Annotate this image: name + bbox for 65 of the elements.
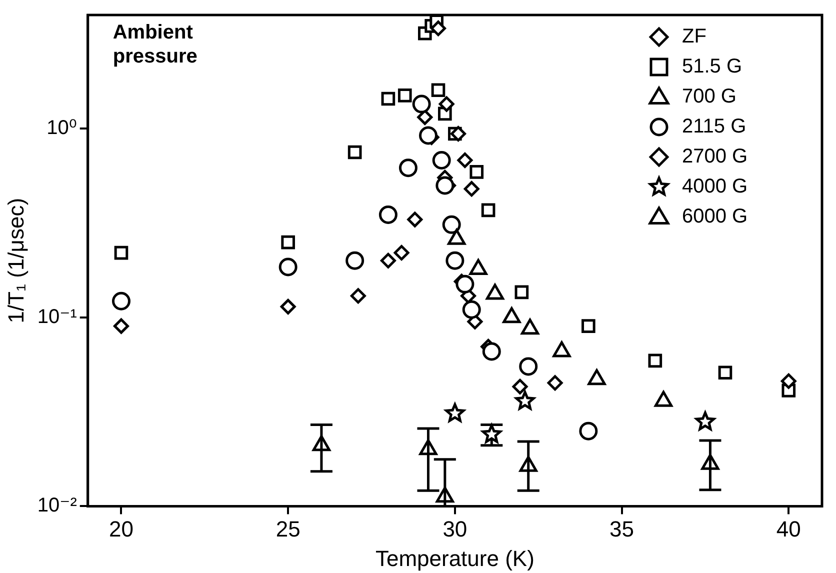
- point: [436, 176, 454, 195]
- legend-label: ZF: [682, 26, 706, 48]
- point: [442, 215, 461, 234]
- legend-label: 700 G: [682, 86, 736, 108]
- point: [515, 390, 535, 410]
- point: [350, 288, 366, 304]
- point: [112, 292, 130, 310]
- x-axis-title: Temperature (K): [375, 546, 534, 571]
- point: [648, 354, 662, 368]
- point: [470, 165, 484, 179]
- point: [482, 424, 502, 443]
- legend-label: 51.5 G: [682, 56, 742, 78]
- legend-label: 4000 G: [682, 176, 748, 198]
- point: [278, 258, 298, 276]
- point: [114, 246, 128, 260]
- point: [780, 373, 796, 389]
- point: [450, 126, 466, 142]
- y-tick-label: 10⁻²: [37, 494, 78, 517]
- point: [394, 245, 410, 261]
- point: [432, 151, 451, 170]
- y-tick-label: 10⁻¹: [37, 306, 78, 328]
- point: [281, 235, 295, 250]
- point: [446, 251, 464, 270]
- point: [547, 375, 563, 391]
- point: [412, 94, 431, 114]
- point: [512, 378, 528, 394]
- point: [519, 357, 538, 376]
- point: [514, 285, 529, 300]
- point: [718, 366, 732, 380]
- legend-label: 6000 G: [682, 206, 748, 228]
- legend-label: 2700 G: [682, 146, 748, 168]
- x-tick-label: 35: [610, 516, 634, 542]
- point: [695, 412, 716, 430]
- y-axis-title: 1/T₁ (1/μsec): [3, 198, 28, 324]
- point: [445, 403, 465, 422]
- point: [456, 274, 474, 294]
- point: [417, 109, 433, 125]
- x-tick-label: 20: [108, 516, 134, 542]
- point: [280, 298, 296, 314]
- point: [378, 205, 398, 224]
- point: [430, 20, 446, 36]
- point: [407, 212, 423, 228]
- y-tick-label: 10⁰: [46, 117, 77, 140]
- point: [457, 152, 473, 168]
- point: [462, 300, 481, 319]
- point: [348, 145, 362, 160]
- point: [431, 83, 446, 98]
- point: [381, 92, 396, 106]
- point: [380, 252, 396, 268]
- point: [579, 422, 598, 440]
- x-tick-label: 40: [776, 516, 801, 542]
- point: [438, 96, 454, 112]
- legend-label: 2115 G: [682, 116, 746, 138]
- point: [113, 318, 129, 334]
- point: [481, 203, 496, 218]
- point: [346, 251, 364, 270]
- point: [582, 319, 596, 333]
- point: [398, 88, 412, 102]
- point: [418, 126, 438, 145]
- x-tick-label: 30: [442, 516, 468, 542]
- annotation: Ambient pressure: [112, 22, 198, 68]
- point: [398, 158, 418, 178]
- x-tick-label: 25: [276, 516, 300, 542]
- point: [464, 181, 480, 197]
- point: [482, 342, 501, 361]
